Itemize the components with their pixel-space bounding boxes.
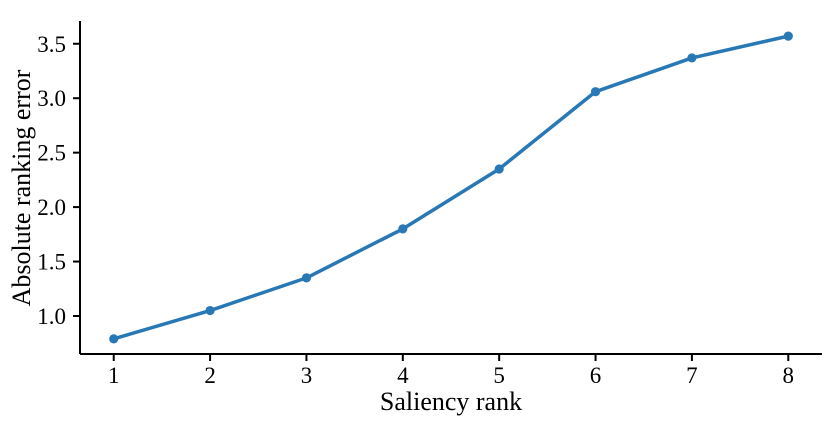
data-point-marker — [783, 31, 793, 41]
line-series — [109, 31, 793, 344]
x-tick-label: 2 — [204, 363, 216, 388]
data-point-marker — [301, 273, 312, 283]
y-tick-label: 1.5 — [37, 250, 66, 275]
data-point-marker — [398, 224, 408, 234]
y-axis-label: Absolute ranking error — [7, 69, 36, 306]
data-line — [111, 34, 791, 341]
data-point-marker — [687, 53, 697, 63]
y-tick-label: 2.0 — [37, 195, 66, 220]
y-tick-label: 3.5 — [37, 32, 66, 57]
data-point-marker — [205, 305, 215, 316]
x-tick-label: 7 — [686, 363, 698, 388]
x-tick-label: 4 — [397, 363, 409, 388]
x-tick-label: 8 — [783, 363, 795, 388]
y-tick-label: 3.0 — [37, 86, 66, 111]
axes-layer: 1 2 3 4 5 6 7 8 1.0 1.5 2.0 2.5 3.0 3.5 — [37, 21, 822, 388]
x-axis-label: Saliency rank — [380, 387, 522, 416]
y-tick-label: 2.5 — [37, 141, 66, 166]
x-tick-label: 6 — [590, 363, 602, 388]
y-tick-label: 1.0 — [37, 304, 66, 329]
x-tick-label: 5 — [493, 363, 505, 388]
data-point-marker — [590, 87, 601, 97]
x-tick-label: 3 — [301, 363, 313, 388]
data-point-marker — [109, 334, 119, 344]
x-tick-label: 1 — [108, 363, 120, 388]
data-point-marker — [494, 164, 504, 174]
